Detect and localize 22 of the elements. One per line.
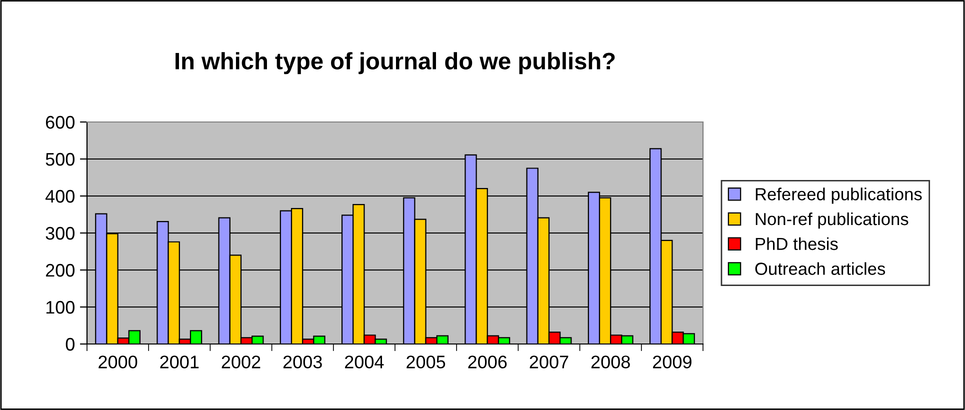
y-tick-label: 500	[46, 152, 74, 166]
y-tick-label: 0	[66, 338, 74, 351]
x-tick-label: 2006	[468, 356, 507, 368]
legend-label: Outreach articles	[755, 262, 886, 275]
x-tick-label: 2001	[160, 356, 199, 368]
y-tick-label: 600	[46, 116, 74, 129]
x-tick-label: 2004	[345, 356, 384, 368]
x-tick-label: 2009	[653, 356, 692, 368]
x-tick-label: 2007	[530, 356, 568, 368]
y-tick-label: 300	[46, 226, 74, 240]
y-tick-label: 100	[46, 300, 74, 314]
legend-label: PhD thesis	[756, 237, 838, 250]
y-tick-label: 400	[45, 190, 74, 203]
y-tick-label: 200	[46, 264, 74, 277]
x-tick-label: 2008	[591, 356, 630, 368]
x-tick-label: 2000	[98, 356, 138, 368]
x-tick-label: 2003	[283, 356, 322, 368]
chart-title: In which type of journal do we publish?	[176, 52, 615, 74]
legend-label: Non-ref publications	[756, 212, 908, 229]
x-tick-label: 2005	[406, 356, 446, 368]
x-tick-label: 2002	[222, 356, 260, 368]
legend-label: Refereed publications	[756, 188, 922, 204]
